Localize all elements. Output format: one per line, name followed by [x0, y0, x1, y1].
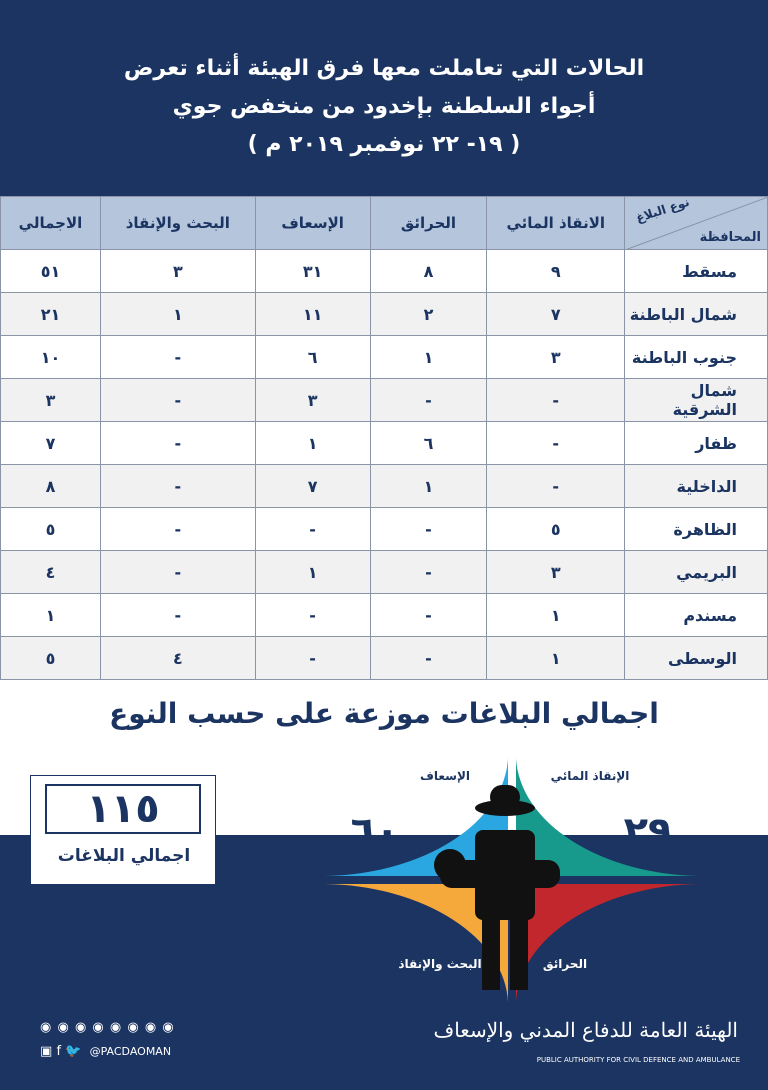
governorate: الوسطى	[624, 636, 768, 680]
cell-value: ١	[99, 292, 256, 336]
cell-value: ٥	[486, 507, 626, 551]
total-label: اجمالي البلاغات	[57, 846, 191, 866]
cell-value: -	[99, 550, 256, 594]
cell-value: ١١	[254, 292, 371, 336]
col-header: الاجمالي	[0, 196, 101, 250]
slice-label: البحث والإنقاذ	[398, 957, 481, 972]
slice-value: ٨	[363, 896, 387, 942]
governorate: شمال الباطنة	[624, 292, 768, 336]
slice	[324, 758, 508, 876]
slice-label: الحرائق	[543, 957, 587, 971]
governorate: ظفار	[624, 421, 768, 465]
governorate: الظاهرة	[624, 507, 768, 551]
facebook-icon[interactable]: f	[56, 1044, 62, 1059]
cell-value: -	[369, 550, 488, 594]
table-row: الداخلية -١ ٧-٨	[0, 464, 768, 508]
cell-value: ١	[369, 335, 488, 379]
cell-value: ٢١	[0, 292, 101, 336]
cell-value: -	[99, 507, 256, 551]
title-line2: أجواء السلطنة بإخدود من منخفض جوي	[172, 94, 596, 119]
slice-value: ٢٩	[624, 809, 673, 855]
cell-value: ٣	[99, 249, 256, 293]
title-line1: الحالات التي تعاملت معها فرق الهيئة أثنا…	[123, 56, 645, 81]
cell-value: ١	[486, 636, 626, 680]
table-row: جنوب الباطنة ٣ ١ ٦-١٠	[0, 335, 768, 379]
cell-value: ٥	[0, 636, 101, 680]
cell-value: ٣١	[254, 249, 371, 293]
col-header: البحث والإنقاذ	[99, 196, 256, 250]
governorate: مسندم	[624, 593, 768, 637]
cell-value: ١	[254, 550, 371, 594]
table-row: الظاهرة ٥- - -٥	[0, 507, 768, 551]
instagram-icon[interactable]: ▣	[40, 1044, 53, 1059]
firefighter-icon	[434, 785, 560, 990]
cases-table: نوع البلاغ المحافظة الانقاذ المائي الحرائ…	[0, 195, 768, 680]
cell-value: ٣	[0, 378, 101, 422]
header: الحالات التي تعاملت معها فرق الهيئة أثنا…	[0, 0, 768, 196]
cell-value: ٨	[0, 464, 101, 508]
governorate: جنوب الباطنة	[624, 335, 768, 379]
org-logo-en: PUBLIC AUTHORITY FOR CIVIL DEFENCE AND A…	[536, 1056, 740, 1064]
slice	[516, 884, 700, 1002]
cell-value: ٣	[486, 335, 626, 379]
cell-value: -	[486, 378, 626, 422]
governorate: شمال الشرقية	[624, 378, 768, 422]
slice-value: ١٨	[624, 896, 673, 942]
cell-value: ٨	[369, 249, 488, 293]
cell-value: ٢	[369, 292, 488, 336]
cell-value: -	[99, 421, 256, 465]
cell-value: -	[369, 378, 488, 422]
chart-title: اجمالي البلاغات موزعة على حسب النوع	[109, 697, 659, 730]
slice-label: الإنقاذ المائي	[551, 769, 630, 783]
governorate: البريمي	[624, 550, 768, 594]
cell-value: ٧	[254, 464, 371, 508]
slice-label: الإسعاف	[420, 769, 470, 783]
social-handle: @PACDAOMAN	[89, 1045, 172, 1058]
slice-value: ٦٠	[351, 809, 400, 855]
cell-value: -	[369, 593, 488, 637]
col-header: الانقاذ المائي	[486, 196, 626, 250]
cell-value: ٤	[99, 636, 256, 680]
social-links: ▣ f 🐦 @PACDAOMAN	[40, 1044, 171, 1059]
cell-value: ١	[369, 464, 488, 508]
total-box: ١١٥ اجمالي البلاغات	[30, 775, 216, 885]
total-value: ١١٥	[45, 784, 201, 834]
org-logo-ar: الهيئة العامة للدفاع المدني والإسعاف	[433, 1018, 738, 1042]
cell-value: ٧	[486, 292, 626, 336]
table-row: شمال الشرقية - -٣-٣	[0, 378, 768, 422]
title-line3: ( ١٩- ٢٢ نوفمبر ٢٠١٩ م )	[247, 132, 521, 157]
slice	[324, 884, 508, 1002]
cell-value: ٦	[254, 335, 371, 379]
social-icons: ◉ ◉ ◉ ◉ ◉ ◉ ◉ ◉	[40, 1020, 175, 1035]
cell-value: -	[254, 636, 371, 680]
corner-header: نوع البلاغ المحافظة	[624, 195, 768, 250]
col-header: الإسعاف	[254, 196, 371, 250]
table-row: شمال الباطنة ٧ ٢ ١١ ١ ٢١	[0, 292, 768, 336]
cell-value: -	[99, 378, 256, 422]
cell-value: ٩	[486, 249, 626, 293]
table-row: الوسطى ١- -٤ ٥	[0, 636, 768, 680]
cell-value: ٤	[0, 550, 101, 594]
table-row: البريمي ٣-١-٤	[0, 550, 768, 594]
cell-value: ٣	[486, 550, 626, 594]
cell-value: -	[369, 636, 488, 680]
cell-value: -	[486, 464, 626, 508]
cell-value: ٣	[254, 378, 371, 422]
cell-value: -	[99, 464, 256, 508]
twitter-icon[interactable]: 🐦	[65, 1044, 82, 1059]
slice	[516, 758, 700, 876]
